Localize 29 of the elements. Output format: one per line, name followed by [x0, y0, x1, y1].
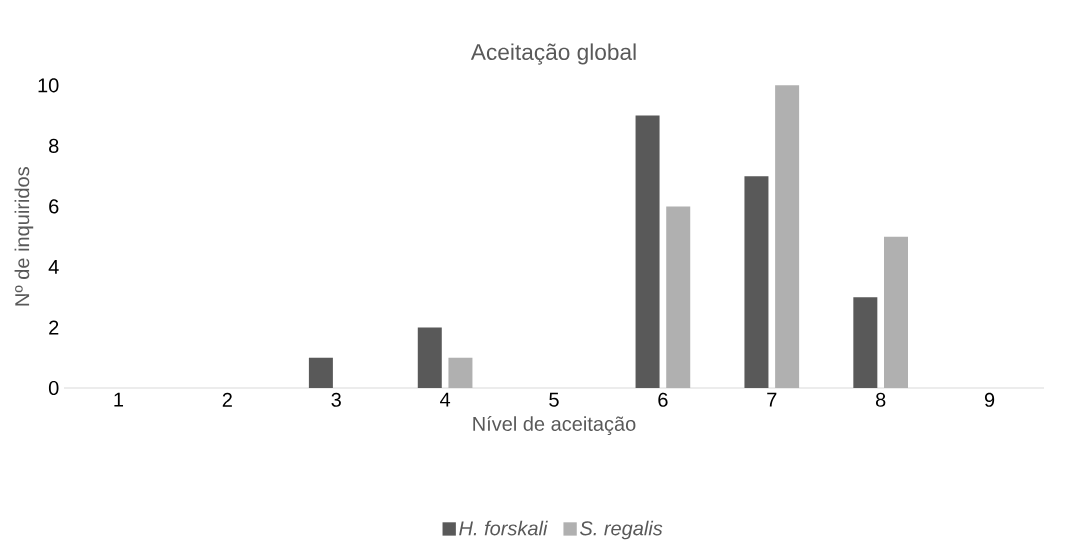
y-tick-label: 0	[48, 380, 59, 396]
bar	[853, 297, 878, 388]
y-tick-label: 8	[49, 138, 59, 153]
x-tick-label: 1	[114, 392, 124, 407]
x-tick-label: 2	[222, 392, 232, 407]
bar	[635, 115, 660, 388]
bar	[744, 176, 769, 388]
x-tick-label: 8	[875, 392, 886, 407]
x-tick-label: 7	[767, 392, 777, 407]
y-tick-label: 4	[48, 260, 59, 274]
y-tick-label: 10	[38, 78, 59, 93]
chart-title: Aceitação global	[470, 43, 636, 65]
y-axis-title: Nº de inquiridos	[14, 167, 34, 306]
x-axis-title: Nível de aceitação	[473, 416, 636, 435]
x-tick-label: 3	[331, 392, 341, 407]
bar	[308, 357, 333, 388]
bar	[448, 357, 473, 388]
bar	[417, 327, 442, 388]
bar	[666, 206, 691, 388]
y-tick-label: 6	[49, 199, 59, 214]
legend-label: S. regalis	[580, 520, 663, 540]
bar	[884, 236, 908, 388]
x-tick-label: 5	[549, 392, 559, 407]
legend-label: H. forskali	[459, 520, 548, 536]
x-tick-label: 4	[440, 392, 451, 407]
y-tick-label: 2	[49, 320, 59, 335]
x-tick-label: 9	[984, 392, 995, 407]
bar	[775, 85, 800, 388]
x-tick-label: 6	[658, 392, 668, 407]
